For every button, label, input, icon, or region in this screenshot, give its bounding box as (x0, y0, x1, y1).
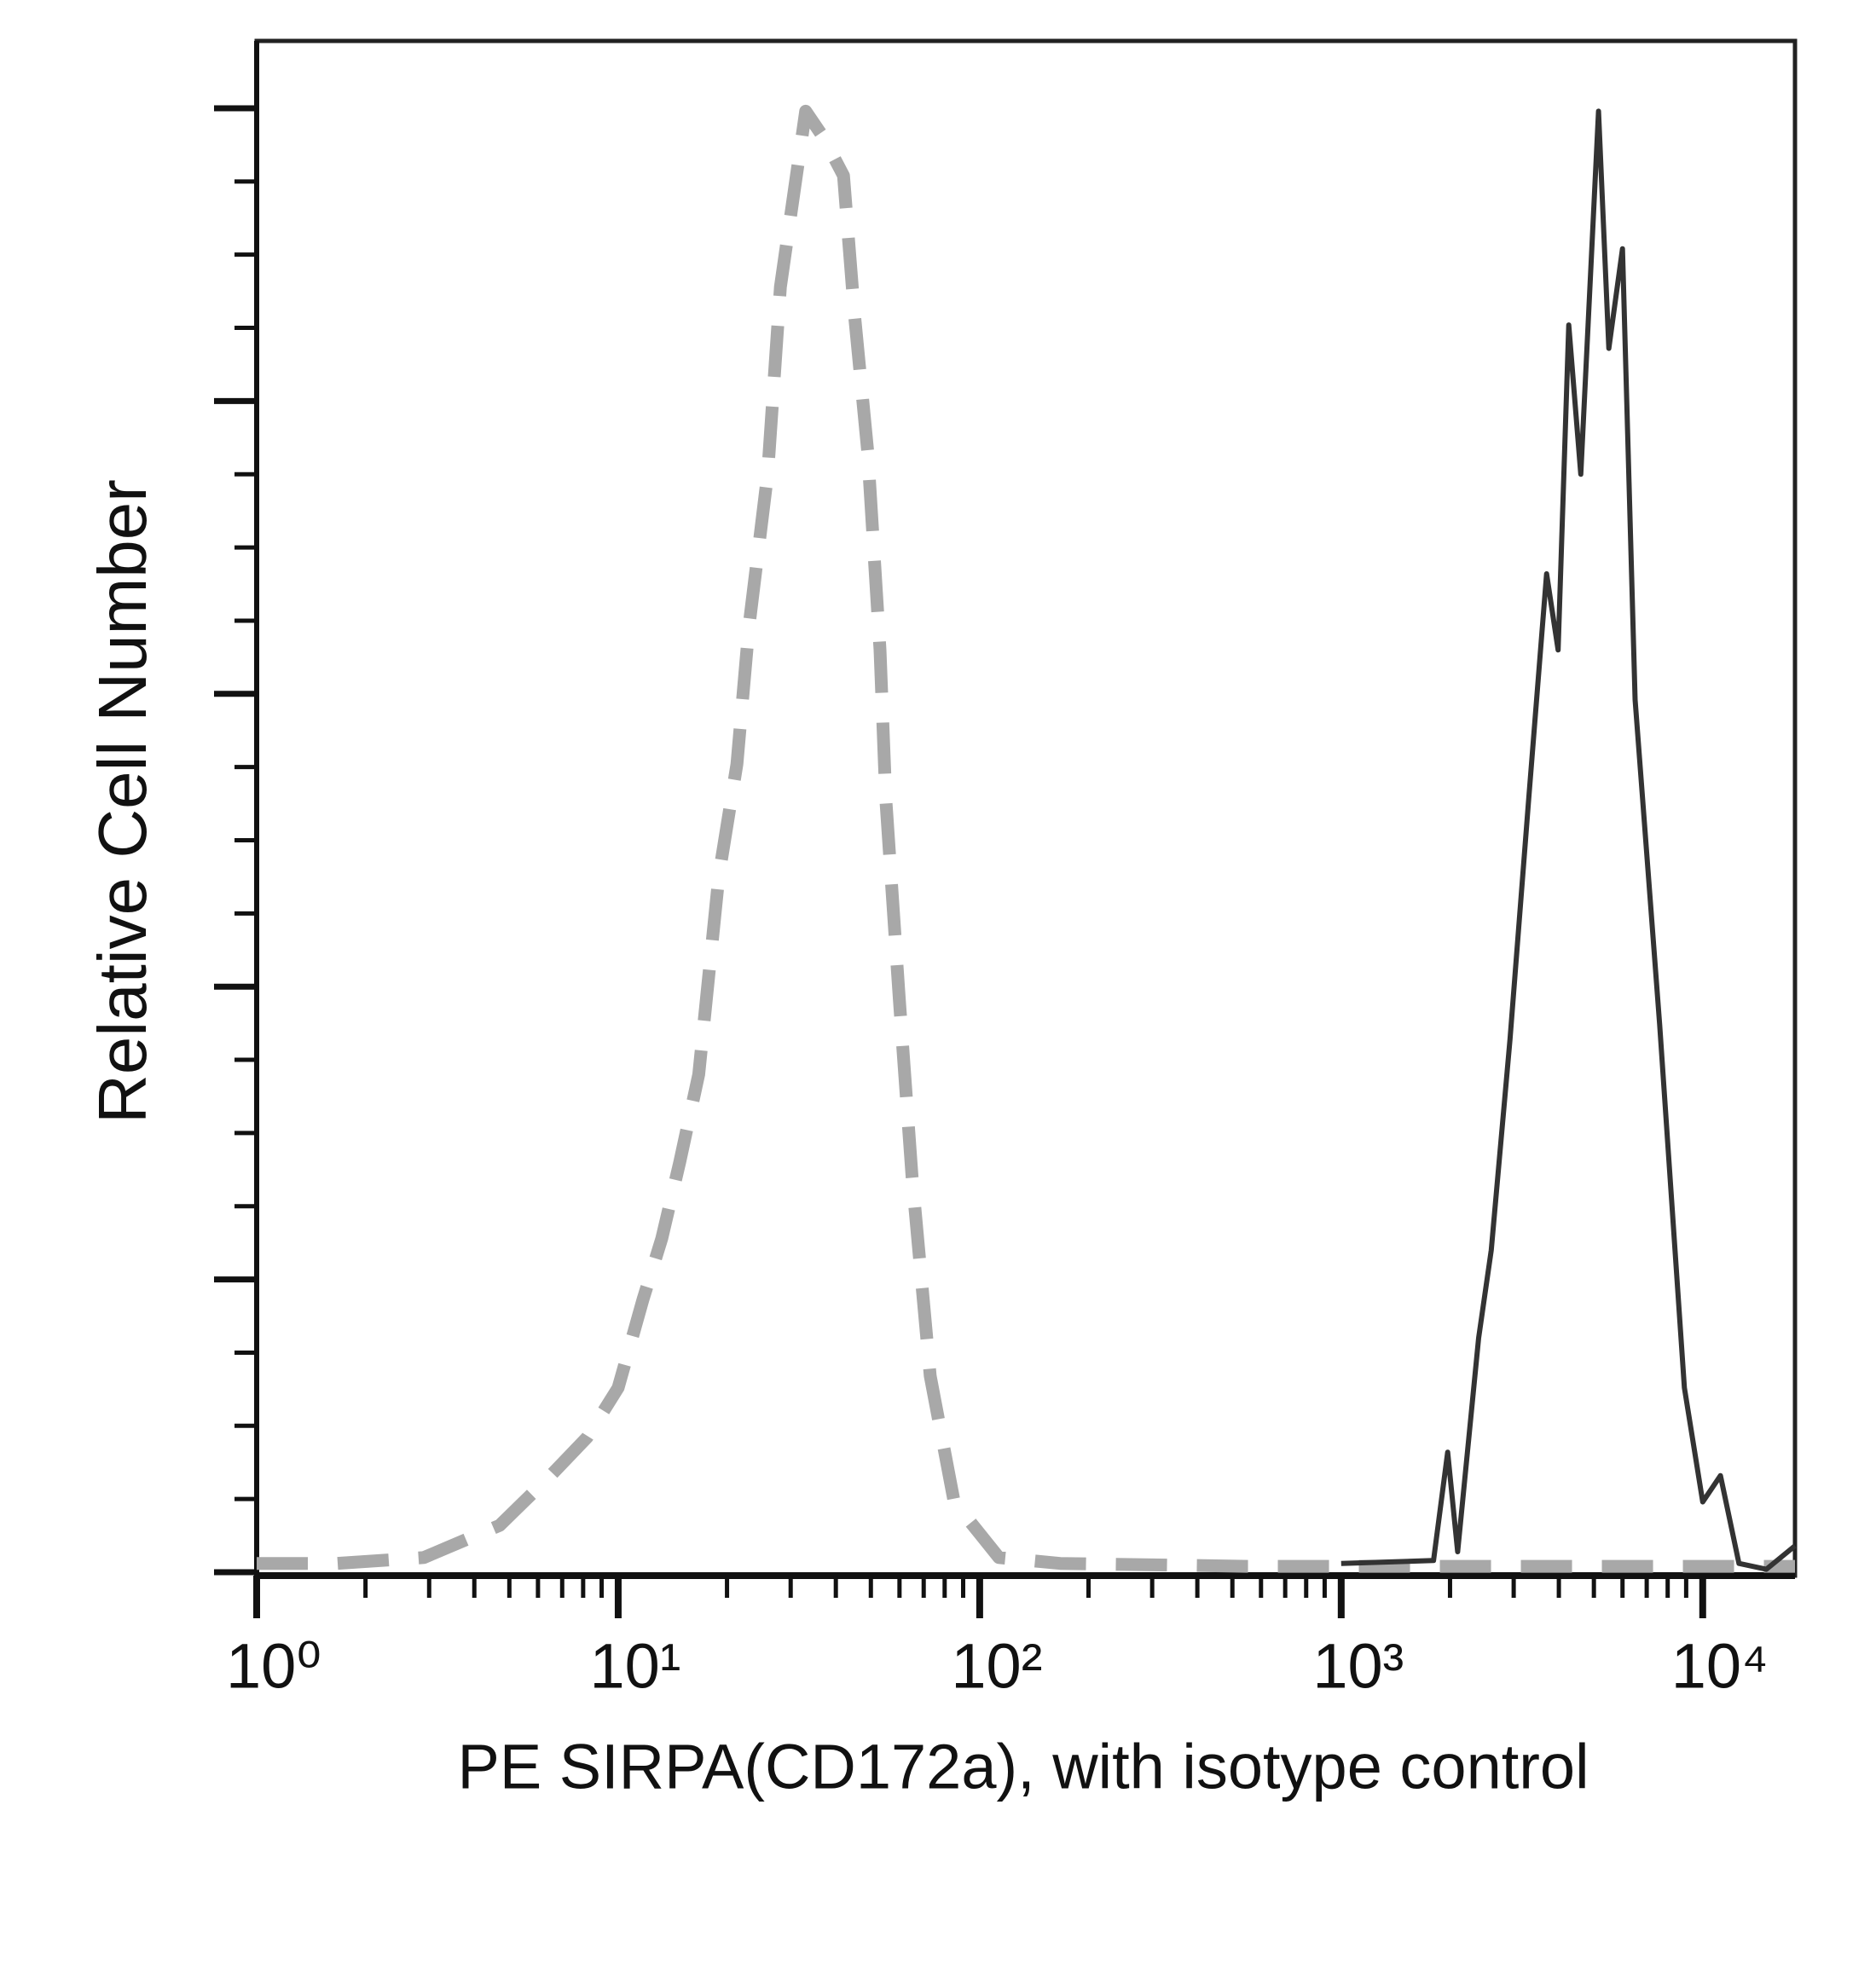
x-tick-label: 10³ (1312, 1631, 1404, 1702)
x-tick-label: 10⁴ (1671, 1631, 1769, 1702)
x-axis-label: PE SIRPA(CD172a), with isotype control (457, 1732, 1589, 1802)
histogram-line (1340, 108, 1797, 1572)
y-axis-label: Relative Cell Number (84, 479, 160, 1124)
histogram-line (257, 104, 1795, 1573)
plot-frame (254, 38, 1798, 1578)
x-tick-label: 10¹ (589, 1631, 680, 1702)
x-tick-label: 10⁰ (226, 1631, 321, 1702)
x-tick-label: 10² (951, 1631, 1042, 1702)
